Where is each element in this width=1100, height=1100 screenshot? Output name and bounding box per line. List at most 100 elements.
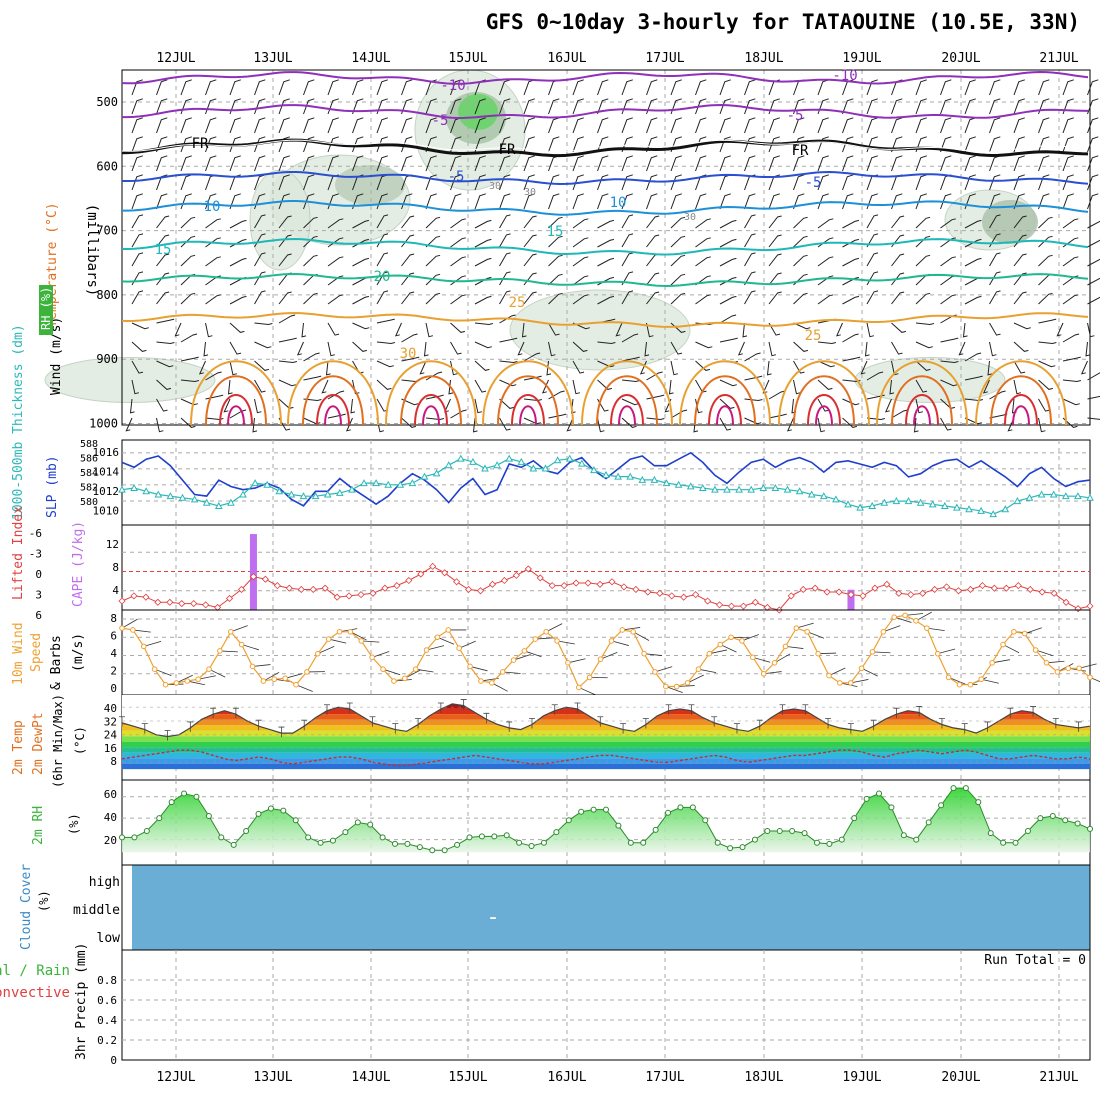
isotherm-35-lobe: [497, 375, 559, 426]
wind-barb: [915, 98, 927, 115]
wind-barb: [1056, 322, 1064, 337]
wind-barb: [842, 257, 860, 267]
wind-barb: [793, 136, 805, 153]
wind-barb: [817, 155, 829, 172]
date-label-top: 14JUL: [351, 51, 390, 66]
wind-speed-point: [967, 681, 974, 688]
wind-barb: [964, 117, 976, 134]
date-label-bottom: 13JUL: [253, 1070, 292, 1085]
wind-barb-10m: [121, 618, 138, 629]
wind-barb: [548, 98, 560, 115]
wind-barb: [474, 219, 492, 229]
wind-barb: [1062, 136, 1074, 153]
wind-barb-10m: [915, 611, 932, 622]
wind-speed-point: [423, 647, 430, 653]
wind-barb-10m: [252, 664, 271, 667]
wind-barb: [499, 398, 515, 409]
wind-speed-point: [706, 650, 713, 657]
wind-barb: [523, 352, 541, 362]
pressure-tick: 500: [96, 95, 118, 109]
ylabel-lifted-index: Lifted Index: [11, 506, 26, 600]
rh-point: [938, 802, 945, 809]
wind-speed-point: [162, 681, 169, 688]
rh-point: [689, 804, 696, 811]
date-label-top: 18JUL: [744, 51, 783, 66]
rh-point: [441, 847, 448, 854]
date-label-top: 21JUL: [1039, 51, 1078, 66]
ylabel-wind-10m: 10m Wind: [11, 622, 26, 685]
wind-barb: [394, 322, 402, 337]
wind-speed-point: [902, 612, 908, 619]
wind-speed-point: [717, 641, 724, 648]
wind-barb: [401, 98, 413, 115]
wind-barb: [352, 238, 370, 248]
wind-barb: [425, 292, 441, 305]
rh-point: [205, 813, 212, 819]
lifted-index-point: [453, 578, 461, 586]
wind-barb-10m: [426, 645, 445, 651]
wind-barb: [1087, 193, 1099, 210]
temp-band: [122, 741, 1090, 748]
wind-barb: [401, 155, 413, 172]
temp-minmax-bar: [1007, 707, 1014, 719]
wind-speed-point: [227, 628, 234, 635]
lifted-index-point: [488, 580, 497, 588]
rh-point: [652, 826, 659, 833]
wind-speed-point: [1087, 674, 1093, 681]
thickness-point: [166, 492, 175, 500]
wind-barb: [450, 294, 466, 305]
lifted-index-point: [1014, 582, 1022, 590]
wind-barb: [180, 417, 196, 428]
wind-barb: [450, 136, 462, 153]
wind-barb: [450, 341, 462, 355]
wind-barb: [1087, 117, 1099, 134]
rh-point: [975, 799, 982, 806]
rh-point: [987, 830, 994, 837]
lifted-index-point: [1026, 585, 1034, 594]
wind-barb: [964, 174, 976, 191]
wind-barb: [1038, 417, 1046, 433]
wind-barb-10m: [1089, 677, 1100, 683]
rh-point: [962, 785, 969, 792]
wind-barb: [1062, 398, 1080, 406]
wind-barb: [180, 174, 192, 191]
lifted-index-point: [1062, 598, 1070, 606]
wind-barb: [737, 341, 745, 356]
wind-speed-point: [924, 625, 930, 631]
thickness-point: [360, 479, 368, 487]
temp-band: [122, 747, 1090, 753]
wind-barb: [1087, 395, 1100, 400]
wind-barb: [205, 322, 213, 338]
wind-barb: [572, 193, 584, 210]
wind-barb-10m: [763, 671, 782, 675]
thickness-point: [469, 457, 477, 465]
wind-barb: [793, 292, 808, 305]
wind-barb-10m: [992, 659, 1010, 664]
thickness-point: [590, 466, 598, 474]
wind-barb: [254, 252, 266, 267]
wind-barb: [989, 214, 1001, 229]
wind-barb: [499, 360, 518, 364]
isotherm-30-lobe: [876, 360, 968, 426]
wind-barb: [695, 379, 707, 393]
ylabel-wind: Wind (m/s): [49, 317, 64, 395]
wind-tick: 8: [110, 612, 117, 625]
wind-barb: [278, 98, 290, 115]
cape-panel-frame: [121, 524, 1091, 611]
wind-barb: [352, 155, 364, 172]
wind-speed-point: [532, 636, 539, 642]
wind-barb: [719, 155, 731, 172]
wind-barb: [793, 322, 811, 330]
temp-minmax-bar: [1075, 721, 1082, 732]
rh-tick: 20: [104, 834, 117, 847]
wind-barb: [962, 322, 968, 338]
wind-barb: [768, 215, 782, 229]
wind-speed-point: [760, 670, 767, 677]
temp-band: [122, 725, 1090, 731]
rh-point: [627, 839, 634, 846]
slp-tick: 1014: [93, 466, 120, 479]
wind-barb: [450, 174, 462, 191]
lifted-index-point: [907, 591, 915, 599]
wind-barb: [817, 417, 826, 433]
wind-barb: [450, 155, 462, 172]
